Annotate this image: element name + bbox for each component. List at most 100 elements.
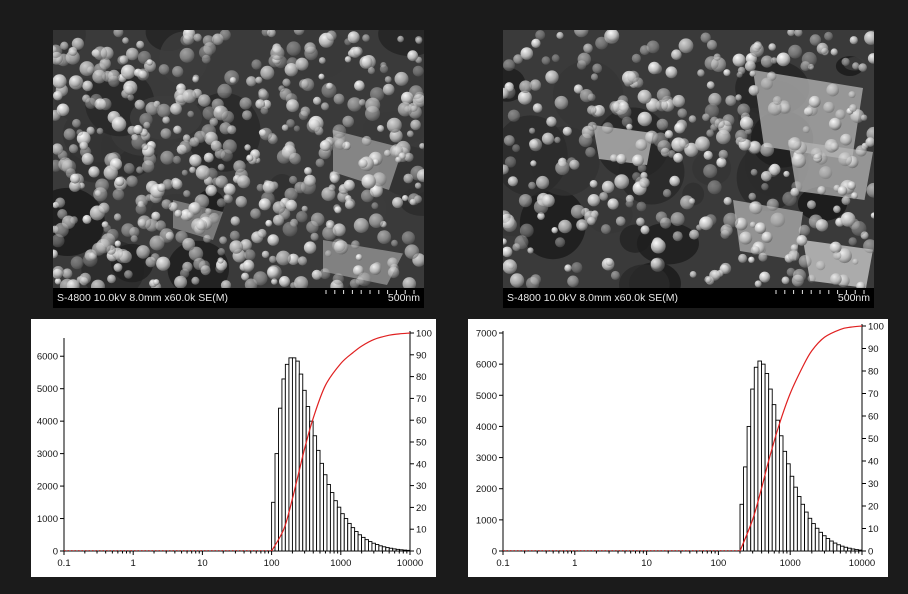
sem-left-particle [103, 165, 118, 180]
sem-right-particle [870, 212, 874, 219]
chart-left-y-tick-label: 2000 [37, 482, 58, 493]
sem-right-particle [504, 156, 517, 168]
chart-right-y-tick-label: 2000 [476, 484, 497, 495]
chart-right-bar [768, 388, 773, 552]
sem-right-particle [600, 224, 611, 235]
sem-right-particle [631, 53, 641, 63]
sem-left-particle [186, 211, 195, 219]
sem-right-particle [816, 42, 829, 55]
sem-right-particle [545, 70, 559, 84]
sem-right-particle [530, 160, 537, 167]
sem-left-particle [182, 261, 193, 273]
sem-right-particle [716, 157, 727, 168]
sem-right-particle [736, 71, 743, 78]
sem-right-particle [670, 212, 685, 227]
sem-left-particle [69, 75, 81, 88]
sem-right-particle [507, 109, 520, 122]
sem-right-particle [749, 221, 756, 228]
sem-left-particle [126, 47, 139, 61]
sem-right-particle [645, 130, 659, 144]
chart-left-y2-tick-label: 50 [416, 438, 427, 449]
sem-right-particle [562, 126, 572, 136]
sem-right-particle [665, 66, 678, 79]
sem-right-particle [706, 129, 714, 137]
sem-left-particle [92, 69, 107, 84]
sem-left-particle [392, 197, 404, 209]
sem-left-particle [189, 166, 196, 174]
sem-left-particle [205, 208, 212, 215]
sem-left-particle [241, 272, 250, 281]
sem-right-particle [632, 154, 644, 167]
sem-left-particle [210, 140, 222, 152]
chart-right-bar [857, 549, 863, 552]
sem-left-particle [416, 169, 424, 183]
sem-left-particle [229, 230, 240, 241]
chart-right-bar [847, 547, 852, 552]
sem-right-particle [529, 79, 542, 91]
chart-right-bar [832, 542, 838, 552]
sem-right-particle [738, 253, 748, 263]
chart-right-y2-tick-label: 10 [868, 524, 879, 535]
sem-right-void [636, 222, 699, 265]
sem-left-particle [304, 167, 312, 175]
sem-left-particle [70, 173, 80, 184]
sem-left-particle [192, 76, 199, 83]
sem-left-particle [122, 37, 129, 44]
sem-right-particle [788, 250, 800, 262]
sem-right-particle [833, 251, 842, 260]
sem-left-particle [394, 71, 409, 86]
chart-right-x-tick-label: 1 [572, 558, 577, 569]
sem-right-particle [585, 147, 596, 158]
sem-right-particle [837, 248, 852, 264]
sem-left-particle [321, 102, 329, 111]
sem-left-particle [193, 33, 202, 42]
chart-left-bar [395, 548, 401, 552]
chart-right-bar [807, 517, 813, 552]
sem-left-particle [286, 119, 295, 128]
sem-left-particle [404, 244, 420, 259]
sem-right-particle [528, 181, 536, 190]
chart-right-bar [761, 363, 766, 552]
sem-left-particle [96, 238, 111, 254]
sem-right-particle [656, 88, 671, 102]
chart-right-y2-tick-label: 0 [868, 547, 873, 558]
sem-left-particle [71, 37, 84, 50]
sem-right-particle [567, 275, 579, 288]
chart-right-y-tick-label: 1000 [476, 515, 497, 526]
sem-left-particle [358, 99, 366, 106]
sem-right-particle [610, 270, 620, 280]
sem-left-particle [343, 179, 355, 191]
sem-left-particle [328, 184, 336, 192]
sem-right-particle [569, 159, 580, 170]
sem-right-particle [529, 127, 536, 134]
sem-right-particle [830, 273, 842, 285]
chart-right-bar [750, 388, 755, 552]
sem-left-particle [69, 180, 81, 192]
sem-right-particle [855, 145, 867, 157]
sem-right-particle [636, 201, 647, 212]
sem-left-particle [353, 46, 363, 57]
chart-right-bar [850, 548, 856, 552]
sem-left-particle [267, 266, 280, 279]
sem-left-particle [187, 110, 194, 118]
sem-right-particle [671, 49, 682, 60]
chart-left-svg: 0 1000 2000 3000 4000 5000 6000 0 10 20 30 40 50 60 70… [37, 329, 432, 570]
sem-right-particle [849, 36, 858, 45]
sem-left-particle [402, 195, 409, 202]
sem-left-particle [330, 174, 340, 184]
sem-left-particle [55, 197, 66, 208]
sem-left-particle [258, 198, 271, 211]
sem-left-particle [171, 179, 183, 190]
sem-right-particle [587, 121, 597, 132]
size-distribution-chart-right: 0 1000 2000 3000 4000 5000 6000 7000 0 10 20 30 40 50… [468, 319, 888, 577]
sem-right-particle [722, 114, 735, 127]
sem-right-particle [632, 172, 641, 181]
sem-left-particle [289, 175, 298, 185]
chart-left-cumulative-curve [271, 332, 411, 552]
chart-left-bar [371, 542, 376, 552]
sem-left-particle [195, 219, 207, 231]
sem-right-particle [776, 52, 791, 67]
chart-right-y-tick-label: 6000 [476, 360, 497, 371]
chart-left-y2-tick-label: 10 [416, 525, 427, 536]
sem-right-particle [723, 212, 739, 228]
